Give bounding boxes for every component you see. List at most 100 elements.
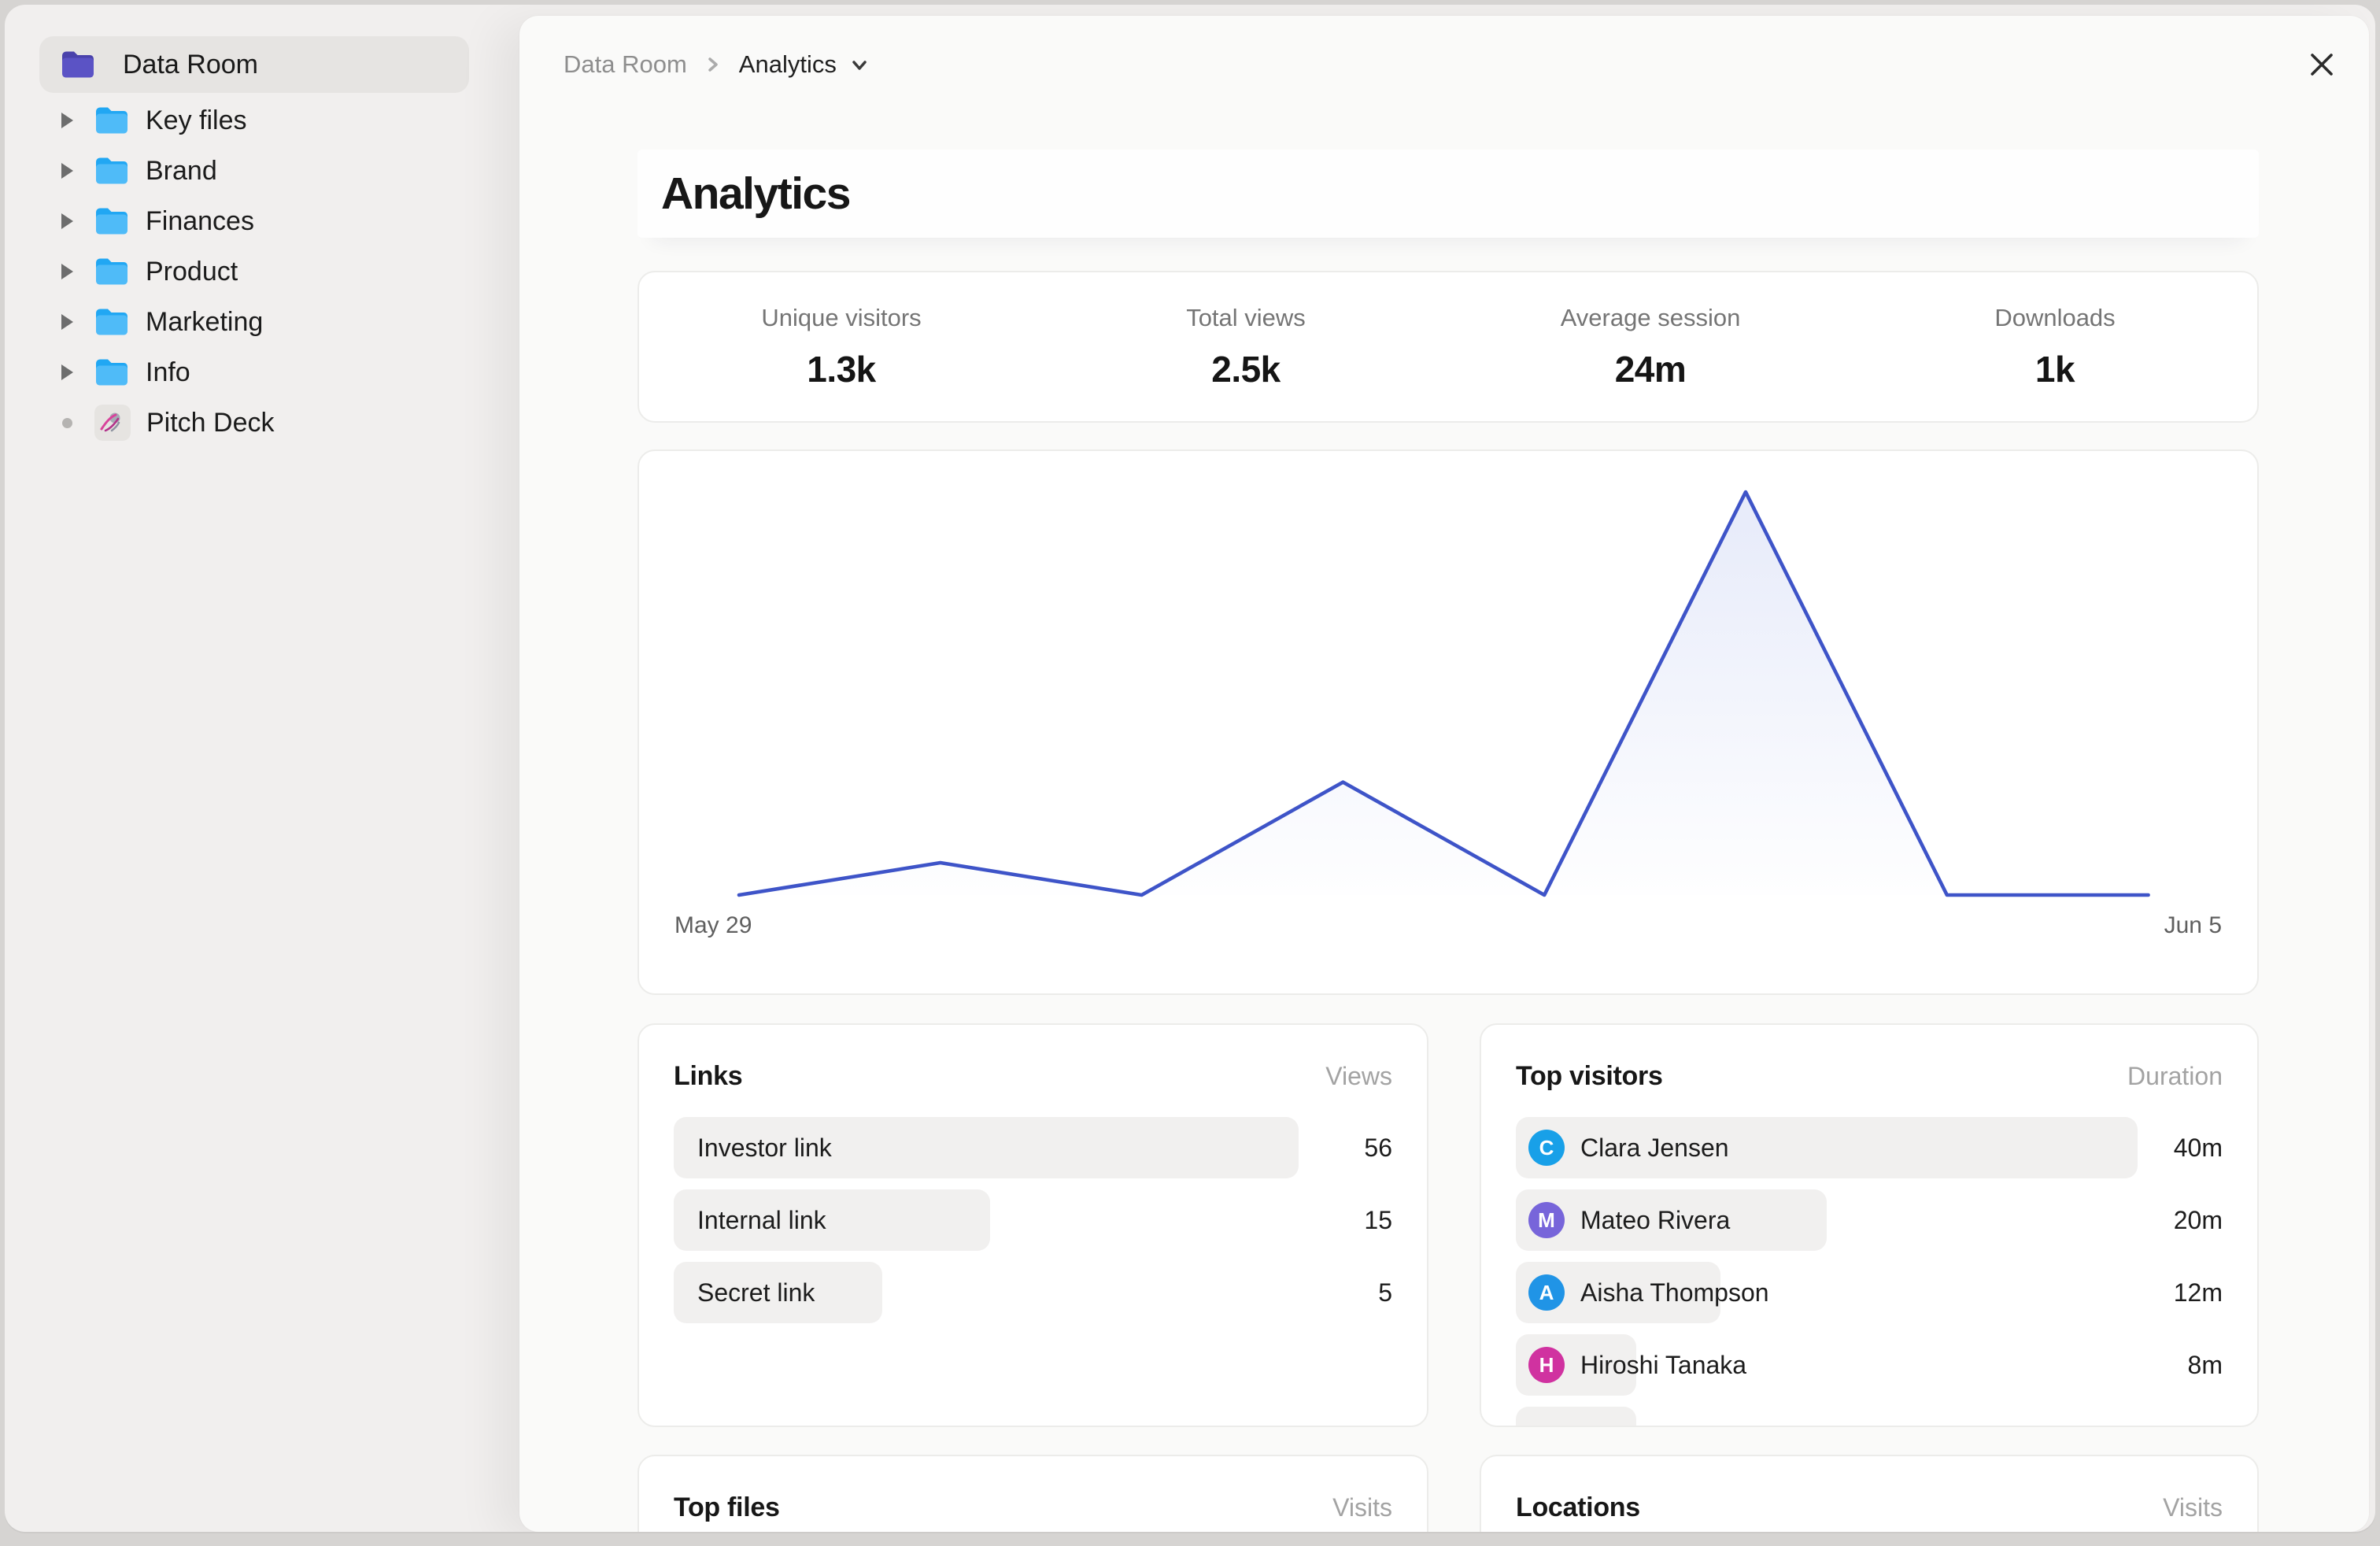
page-title: Analytics bbox=[661, 168, 851, 219]
sidebar-item-label: Marketing bbox=[146, 306, 264, 337]
sidebar-item-label: Brand bbox=[146, 155, 217, 186]
sidebar-item-label: Info bbox=[146, 357, 190, 387]
folder-icon-purple bbox=[60, 49, 96, 80]
sidebar-item-data-room[interactable]: Data Room bbox=[39, 36, 469, 93]
sidebar-tree: Key files Brand Finances Product Marketing In… bbox=[5, 95, 519, 448]
visitor-name: Clara Jensen bbox=[1580, 1133, 1729, 1162]
disclosure-triangle-icon[interactable] bbox=[61, 113, 73, 128]
x-axis-label-start: May 29 bbox=[674, 912, 752, 938]
sidebar-item-label: Finances bbox=[146, 205, 254, 236]
disclosure-triangle-icon[interactable] bbox=[61, 364, 73, 380]
disclosure-triangle-icon[interactable] bbox=[61, 314, 73, 330]
locations-visits-header: Visits bbox=[2163, 1492, 2223, 1522]
disclosure-triangle-icon[interactable] bbox=[61, 264, 73, 279]
locations-panel-title: Locations bbox=[1516, 1492, 1640, 1522]
breadcrumb: Data Room Analytics bbox=[564, 47, 871, 82]
avatar: H bbox=[1528, 1347, 1565, 1383]
sidebar-item-label: Product bbox=[146, 256, 238, 287]
sidebar-item-brand[interactable]: Brand bbox=[5, 146, 519, 196]
app-window: Data Room Key files Brand Finances Product M… bbox=[5, 5, 2375, 1532]
links-rows: Investor link 56 Internal link 15 Secret lin… bbox=[674, 1117, 1392, 1323]
folder-icon-blue bbox=[94, 306, 130, 338]
disclosure-triangle-icon[interactable] bbox=[61, 163, 73, 179]
visitor-name: Mateo Rivera bbox=[1580, 1205, 1731, 1234]
visitors-panel-title: Top visitors bbox=[1516, 1060, 1663, 1091]
visitor-duration-value: 20m bbox=[2173, 1205, 2223, 1234]
locations-panel: Locations Visits bbox=[1480, 1455, 2259, 1532]
link-bar[interactable]: Secret link bbox=[674, 1262, 882, 1323]
visitor-duration-value: 12m bbox=[2173, 1278, 2223, 1307]
links-panel-title: Links bbox=[674, 1060, 743, 1091]
sidebar-item-finances[interactable]: Finances bbox=[5, 196, 519, 246]
visitors-panel-header: Top visitors Duration bbox=[1516, 1060, 2223, 1093]
links-panel-header: Links Views bbox=[674, 1060, 1392, 1093]
stat-value: 1k bbox=[2034, 348, 2075, 390]
sidebar-item-label: Pitch Deck bbox=[146, 407, 275, 438]
sidebar-item-pitch-deck[interactable]: Pitch Deck bbox=[5, 398, 519, 448]
visitor-row: A Aisha Thompson 12m bbox=[1516, 1262, 2223, 1323]
links-panel: Links Views Investor link 56 Internal link… bbox=[638, 1023, 1428, 1427]
visitor-row: M Mateo Rivera 20m bbox=[1516, 1189, 2223, 1251]
folder-icon-blue bbox=[94, 155, 130, 187]
avatar: M bbox=[1528, 1202, 1565, 1238]
x-axis-label-end: Jun 5 bbox=[2164, 912, 2222, 938]
close-button[interactable] bbox=[2301, 44, 2342, 85]
link-bar[interactable]: Internal link bbox=[674, 1189, 990, 1251]
link-row: Investor link 56 bbox=[674, 1117, 1392, 1178]
stat-downloads: Downloads 1k bbox=[1853, 304, 2257, 390]
sidebar-item-marketing[interactable]: Marketing bbox=[5, 297, 519, 347]
visitor-bar[interactable]: M Mateo Rivera bbox=[1516, 1189, 1828, 1251]
visitor-rows: C Clara Jensen 40m M Mateo Rivera 20m A Aisha T… bbox=[1516, 1117, 2223, 1426]
link-views-value: 56 bbox=[1364, 1133, 1392, 1162]
visitor-duration-value: 8m bbox=[2187, 1350, 2223, 1379]
link-row: Secret link 5 bbox=[674, 1262, 1392, 1323]
sidebar: Data Room Key files Brand Finances Product M… bbox=[5, 5, 519, 1532]
link-views-value: 15 bbox=[1364, 1205, 1392, 1234]
visitor-name: Aisha Thompson bbox=[1580, 1278, 1769, 1307]
sidebar-item-label: Key files bbox=[146, 105, 247, 135]
visitor-row-clipped bbox=[1516, 1407, 2223, 1426]
visitors-duration-header: Duration bbox=[2127, 1061, 2223, 1090]
sidebar-root-label: Data Room bbox=[123, 49, 258, 80]
breadcrumb-current[interactable]: Analytics bbox=[739, 50, 871, 79]
link-bar[interactable]: Investor link bbox=[674, 1117, 1299, 1178]
stat-value: 2.5k bbox=[1211, 348, 1281, 390]
sidebar-item-key-files[interactable]: Key files bbox=[5, 95, 519, 146]
visitor-duration-value: 40m bbox=[2173, 1133, 2223, 1162]
visitor-name: Hiroshi Tanaka bbox=[1580, 1350, 1747, 1379]
analytics-sheet: Data Room Analytics Analytics Unique vis… bbox=[519, 16, 2369, 1532]
link-views-value: 5 bbox=[1378, 1278, 1392, 1307]
breadcrumb-current-label: Analytics bbox=[738, 50, 837, 78]
stat-label: Downloads bbox=[1994, 303, 2116, 331]
disclosure-triangle-icon[interactable] bbox=[61, 213, 73, 229]
stat-unique-visitors: Unique visitors 1.3k bbox=[639, 304, 1044, 390]
visitor-bar[interactable]: H Hiroshi Tanaka bbox=[1516, 1334, 1746, 1396]
sidebar-item-product[interactable]: Product bbox=[5, 246, 519, 297]
page-header: Analytics bbox=[638, 150, 2259, 238]
stat-label: Average session bbox=[1560, 303, 1741, 331]
close-icon bbox=[2311, 54, 2333, 76]
avatar: A bbox=[1528, 1274, 1565, 1311]
views-line-chart bbox=[639, 451, 2257, 993]
links-views-header: Views bbox=[1325, 1061, 1392, 1090]
visitors-panel: Top visitors Duration C Clara Jensen 40m M M… bbox=[1480, 1023, 2259, 1427]
stat-total-views: Total views 2.5k bbox=[1044, 304, 1448, 390]
stat-label: Total views bbox=[1186, 303, 1306, 331]
visitor-bar[interactable]: C Clara Jensen bbox=[1516, 1117, 2138, 1178]
pitch-deck-thumbnail bbox=[94, 405, 131, 441]
link-row: Internal link 15 bbox=[674, 1189, 1392, 1251]
visitor-row: C Clara Jensen 40m bbox=[1516, 1117, 2223, 1178]
visitor-bar[interactable] bbox=[1516, 1407, 1636, 1426]
folder-icon-blue bbox=[94, 205, 130, 237]
views-chart-card: May 29 Jun 5 bbox=[638, 449, 2259, 995]
stat-label: Unique visitors bbox=[761, 303, 922, 331]
link-label: Secret link bbox=[697, 1278, 815, 1307]
top-files-panel: Top files Visits bbox=[638, 1455, 1428, 1532]
sidebar-item-info[interactable]: Info bbox=[5, 347, 519, 398]
top-files-panel-title: Top files bbox=[674, 1492, 780, 1522]
breadcrumb-parent[interactable]: Data Room bbox=[564, 50, 687, 78]
top-files-visits-header: Visits bbox=[1332, 1492, 1392, 1522]
stat-average-session: Average session 24m bbox=[1448, 304, 1853, 390]
visitor-bar[interactable]: A Aisha Thompson bbox=[1516, 1262, 1769, 1323]
